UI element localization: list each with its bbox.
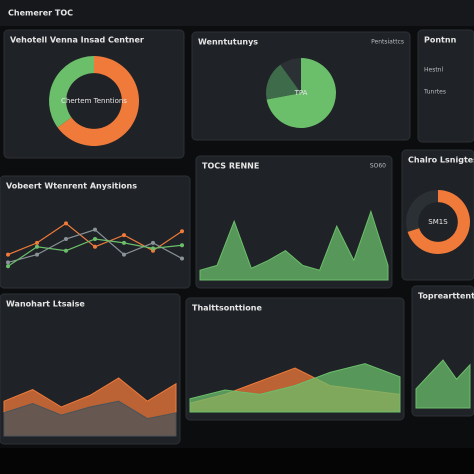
area	[189, 363, 401, 413]
panel-title: Vobeert Wtenrent Anysitions	[6, 182, 137, 191]
segment	[280, 58, 301, 93]
area	[3, 400, 177, 437]
header-title: Chemerer TOC	[8, 9, 73, 18]
label: Tunrtes	[423, 89, 446, 96]
panel-title: Thalttsonttione	[192, 304, 262, 313]
line	[7, 222, 183, 256]
center-label: TPA	[294, 89, 308, 97]
panel-title: Wanohart Ltsaise	[6, 300, 85, 309]
panel-title: Toprearttentiono	[418, 292, 474, 301]
panel	[0, 175, 191, 289]
point	[6, 260, 10, 265]
panel-subtitle: Pentsiattcs	[371, 39, 404, 46]
top-bar	[0, 0, 474, 26]
panel	[417, 29, 474, 143]
monitor-bezel	[0, 448, 474, 474]
panel-title: Vehotell Venna Insad Centner	[10, 36, 144, 45]
panel-subtitle: SO60	[370, 163, 386, 170]
panel-title: Pontnn	[424, 36, 457, 45]
panel-title: Chalro Lsnigtes	[408, 156, 474, 165]
panel-title: Wenntutunys	[198, 38, 258, 47]
area	[415, 359, 471, 409]
center-label: SM1S	[428, 218, 448, 226]
line	[7, 238, 183, 267]
donut-hole	[418, 202, 458, 242]
segment	[266, 64, 301, 100]
segment	[266, 58, 336, 128]
panel-title: TOCS RENNE	[202, 162, 259, 171]
line	[7, 228, 183, 263]
area	[199, 209, 389, 281]
center-label: Chertem Tenntions	[61, 97, 127, 105]
donut-hole	[66, 73, 122, 129]
label: Hestnl	[424, 67, 443, 74]
